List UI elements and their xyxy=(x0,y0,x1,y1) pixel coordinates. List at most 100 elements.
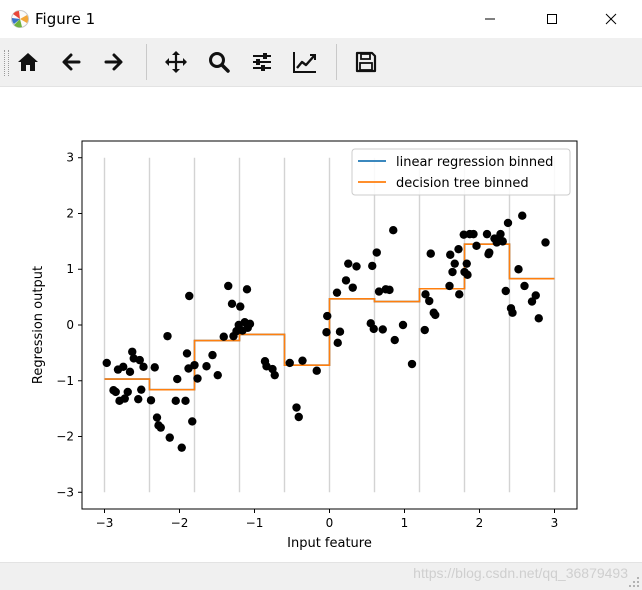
data-point xyxy=(165,433,174,442)
data-point xyxy=(372,248,381,257)
home-button[interactable] xyxy=(13,47,43,77)
data-point xyxy=(242,285,252,294)
close-icon xyxy=(605,13,617,25)
data-point xyxy=(335,327,345,336)
data-point xyxy=(369,324,378,334)
legend-entry-tree-label: decision tree binned xyxy=(396,176,529,191)
data-point xyxy=(407,359,417,369)
data-point xyxy=(139,362,148,372)
matplotlib-app-icon xyxy=(11,10,29,28)
data-point xyxy=(333,338,342,348)
data-point xyxy=(227,299,237,309)
figure-canvas[interactable]: −3 −2 −1 0 1 2 3 −3 −2 −1 0 1 2 3 Input feature Regress… xyxy=(0,87,642,562)
data-point xyxy=(236,302,245,311)
resize-grip-icon[interactable] xyxy=(628,576,640,588)
data-point xyxy=(482,229,492,239)
data-point xyxy=(426,249,435,258)
x-tick-label: −1 xyxy=(246,516,264,530)
data-point xyxy=(120,394,129,403)
plot-figure: −3 −2 −1 0 1 2 3 −3 −2 −1 0 1 2 3 Input feature Regress… xyxy=(31,140,578,551)
data-point xyxy=(294,412,303,422)
minimize-icon xyxy=(485,18,495,20)
data-point xyxy=(398,320,408,330)
data-point xyxy=(208,350,217,360)
data-point xyxy=(541,238,550,247)
data-point xyxy=(152,413,162,422)
data-point xyxy=(389,226,398,235)
data-point xyxy=(102,358,111,368)
data-point xyxy=(181,396,190,406)
data-point xyxy=(173,374,182,384)
data-point xyxy=(531,291,540,300)
data-point xyxy=(348,283,357,292)
legend-entry-linear-label: linear regression binned xyxy=(396,155,553,170)
data-point xyxy=(135,355,144,365)
data-point xyxy=(111,387,120,397)
data-point xyxy=(323,311,332,321)
toolbar-grip[interactable] xyxy=(4,50,9,76)
x-axis-label: Input feature xyxy=(287,536,372,551)
x-tick-label: −2 xyxy=(171,516,189,530)
close-button[interactable] xyxy=(588,0,634,38)
data-point xyxy=(219,332,228,341)
data-point xyxy=(202,362,211,371)
data-point xyxy=(520,281,529,291)
home-icon xyxy=(18,53,38,71)
arrow-left-icon xyxy=(62,53,81,71)
data-point xyxy=(285,358,294,368)
x-tick-label: 3 xyxy=(551,516,559,530)
pan-button[interactable] xyxy=(161,47,191,77)
y-tick-label: 2 xyxy=(66,206,74,220)
data-point xyxy=(298,356,307,365)
data-point xyxy=(125,367,135,377)
data-point xyxy=(213,370,222,380)
data-point xyxy=(450,259,459,268)
minimize-button[interactable] xyxy=(467,0,513,38)
y-tick-label: −1 xyxy=(56,374,74,388)
data-point xyxy=(270,370,279,380)
x-tick-label: 1 xyxy=(401,516,409,530)
x-tick-label: −3 xyxy=(96,516,114,530)
data-point xyxy=(156,423,165,432)
maximize-button[interactable] xyxy=(529,0,575,38)
data-point xyxy=(119,362,128,372)
data-point xyxy=(501,286,510,296)
y-tick-label: −3 xyxy=(56,485,74,499)
x-tick-label: 2 xyxy=(476,516,484,530)
forward-button[interactable] xyxy=(99,47,129,77)
arrow-right-icon xyxy=(104,53,123,71)
y-tick-label: 0 xyxy=(66,318,74,332)
data-point xyxy=(182,349,192,358)
data-point xyxy=(446,250,455,259)
toolbar-separator xyxy=(146,44,147,80)
back-button[interactable] xyxy=(56,47,86,77)
sliders-icon xyxy=(253,53,271,71)
subplots-button[interactable] xyxy=(247,47,277,77)
floppy-disk-icon xyxy=(355,51,377,73)
maximize-icon xyxy=(547,14,557,24)
line-chart-icon xyxy=(293,52,316,73)
data-point xyxy=(420,325,429,335)
data-point xyxy=(150,363,159,372)
data-point xyxy=(193,374,202,383)
toolbar-separator xyxy=(336,44,337,80)
data-point xyxy=(312,366,321,375)
data-point xyxy=(171,396,180,406)
status-bar: https://blog.csdn.net/qq_36879493 xyxy=(0,562,642,590)
data-point xyxy=(224,281,233,291)
data-point xyxy=(128,347,137,356)
edit-axis-button[interactable] xyxy=(290,47,320,77)
y-tick-label: 3 xyxy=(66,151,74,165)
data-point xyxy=(534,314,543,323)
data-point xyxy=(134,394,143,404)
save-button[interactable] xyxy=(351,47,381,77)
watermark-text: https://blog.csdn.net/qq_36879493 xyxy=(413,565,628,581)
data-point xyxy=(344,259,353,268)
zoom-button[interactable] xyxy=(204,47,234,77)
navigation-toolbar xyxy=(0,38,642,87)
data-point xyxy=(462,259,471,268)
data-point xyxy=(469,229,478,239)
data-point xyxy=(454,244,463,254)
data-point xyxy=(185,291,194,301)
data-point xyxy=(123,387,132,397)
